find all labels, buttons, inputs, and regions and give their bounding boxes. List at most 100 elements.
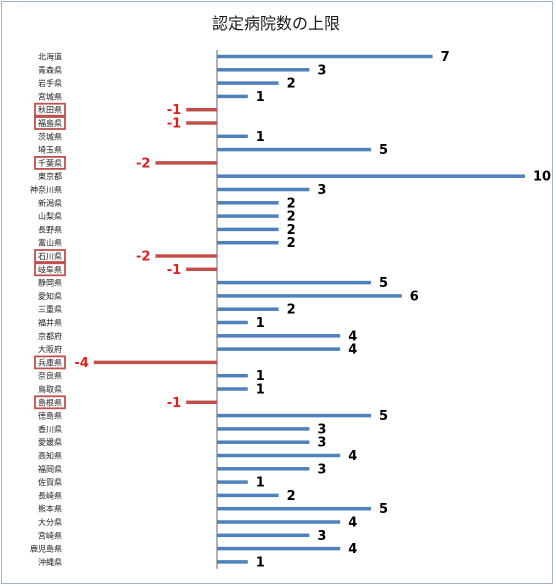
highlight-box (34, 155, 66, 170)
category-label: 北海道 (38, 52, 62, 62)
category-label: 神奈川県 (30, 185, 62, 195)
data-label: -1 (167, 103, 181, 118)
bar (217, 560, 248, 564)
data-label: 2 (287, 236, 296, 251)
data-label: 4 (348, 329, 357, 344)
bar (217, 280, 371, 285)
bar (217, 240, 279, 245)
data-label: 2 (287, 210, 296, 225)
bar (217, 134, 248, 139)
highlight-box (34, 355, 66, 370)
bar (217, 373, 248, 378)
data-label: 1 (256, 369, 265, 384)
chart-title: 認定病院数の上限 (211, 14, 340, 33)
data-label: 4 (348, 516, 357, 531)
category-label: 福岡県 (38, 465, 62, 474)
category-label: 福井県 (38, 318, 62, 328)
bar (217, 147, 371, 152)
category-label: 大阪府 (38, 344, 62, 354)
data-label: 7 (441, 50, 450, 65)
bar (217, 294, 402, 298)
category-label: 長野県 (38, 225, 62, 234)
category-label: 高知県 (38, 451, 62, 461)
bar (217, 201, 279, 205)
data-label: 6 (410, 289, 419, 304)
data-label: 3 (317, 63, 326, 78)
data-label: -2 (136, 250, 150, 265)
category-label: 石川県 (38, 252, 62, 261)
bar (217, 94, 248, 99)
bar (217, 387, 248, 391)
category-label: 長崎県 (38, 490, 62, 500)
data-label: 3 (317, 529, 326, 544)
data-label: 5 (379, 409, 388, 424)
bar (217, 174, 525, 178)
data-label: 1 (256, 90, 265, 105)
bar (217, 214, 279, 218)
highlight-box (34, 395, 66, 410)
bar (93, 360, 217, 365)
category-label: 茨城県 (38, 131, 62, 141)
bar (217, 347, 341, 351)
category-label: 新潟県 (38, 198, 62, 208)
category-label: 宮城県 (38, 91, 62, 101)
bar (217, 187, 310, 192)
category-label: 千葉県 (38, 158, 62, 168)
bar (186, 121, 217, 125)
bar (217, 467, 310, 471)
bar (217, 68, 310, 72)
category-label: 岐阜県 (38, 264, 62, 274)
category-label: 兵庫県 (38, 357, 62, 367)
data-label: 2 (287, 303, 296, 318)
data-label: -4 (74, 356, 88, 371)
data-label: 1 (256, 555, 265, 570)
category-label: 奈良県 (38, 371, 62, 381)
bar (217, 413, 371, 418)
bar (186, 267, 217, 272)
data-label: 3 (317, 183, 326, 198)
bar (155, 254, 217, 258)
bar (217, 440, 310, 444)
bar (217, 54, 433, 59)
category-label: 宮崎県 (38, 530, 62, 540)
data-label: 5 (379, 143, 388, 158)
data-label: 2 (287, 77, 296, 92)
category-label: 香川県 (38, 424, 62, 434)
bar (217, 334, 341, 338)
data-label: 2 (287, 196, 296, 211)
data-label: 5 (379, 502, 388, 517)
bar (186, 400, 217, 405)
bar (217, 480, 248, 484)
highlight-box (34, 262, 66, 277)
data-label: -2 (136, 156, 150, 171)
data-label: 1 (256, 476, 265, 491)
category-label: 徳島県 (38, 411, 62, 421)
bar (217, 533, 310, 538)
category-label: 島根県 (38, 397, 62, 407)
category-label: 富山県 (38, 238, 62, 248)
bar (217, 320, 248, 325)
category-label: 鹿児島県 (30, 544, 62, 554)
bar (186, 107, 217, 112)
category-label: 愛媛県 (38, 437, 62, 447)
category-label: 佐賀県 (38, 477, 62, 487)
category-label: 秋田県 (38, 105, 62, 115)
data-label: 1 (256, 316, 265, 331)
category-label: 三重県 (38, 304, 62, 314)
bar (217, 546, 341, 551)
bar (217, 227, 279, 232)
data-label: -1 (167, 117, 181, 132)
data-label: -1 (167, 263, 181, 278)
category-label: 埼玉県 (38, 145, 62, 155)
highlight-box (34, 102, 66, 117)
bar (217, 493, 279, 498)
data-label: 2 (287, 489, 296, 504)
data-label: 4 (348, 343, 357, 358)
highlight-box (34, 116, 66, 130)
category-label: 東京都 (38, 171, 62, 181)
category-label: 沖縄県 (38, 557, 62, 567)
category-label: 静岡県 (38, 278, 62, 288)
data-label: -1 (167, 396, 181, 411)
